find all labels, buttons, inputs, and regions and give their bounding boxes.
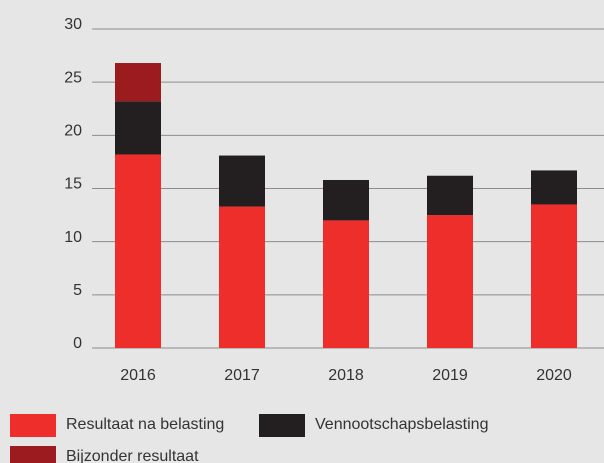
bar-segment <box>115 154 161 348</box>
legend-swatch <box>10 446 56 463</box>
y-tick-label: 15 <box>64 176 82 193</box>
bar-segment <box>115 63 161 102</box>
bar-segment <box>323 220 369 348</box>
bar-segment <box>531 204 577 348</box>
x-tick-label: 2019 <box>432 367 468 384</box>
y-tick-label: 0 <box>73 335 82 352</box>
legend-swatch <box>259 414 305 437</box>
bar-segment <box>115 101 161 155</box>
bar-segment <box>323 179 369 221</box>
x-tick-label: 2017 <box>224 367 260 384</box>
y-tick-label: 20 <box>64 123 82 140</box>
bar-segment <box>219 206 265 348</box>
x-tick-label: 2018 <box>328 367 364 384</box>
legend-label: Vennootschapsbelasting <box>315 416 488 433</box>
x-tick-label: 2016 <box>120 367 156 384</box>
legend-label: Resultaat na belasting <box>66 416 224 433</box>
y-tick-label: 5 <box>73 282 82 299</box>
y-tick-label: 10 <box>64 229 82 246</box>
y-tick-label: 30 <box>64 16 82 33</box>
x-tick-label: 2020 <box>536 367 572 384</box>
bar-segment <box>531 170 577 205</box>
bar-segment <box>427 215 473 348</box>
y-tick-label: 25 <box>64 69 82 86</box>
legend-label: Bijzonder resultaat <box>66 448 199 463</box>
legend-swatch <box>10 414 56 437</box>
bar-segment <box>427 175 473 216</box>
bar-segment <box>219 155 265 207</box>
